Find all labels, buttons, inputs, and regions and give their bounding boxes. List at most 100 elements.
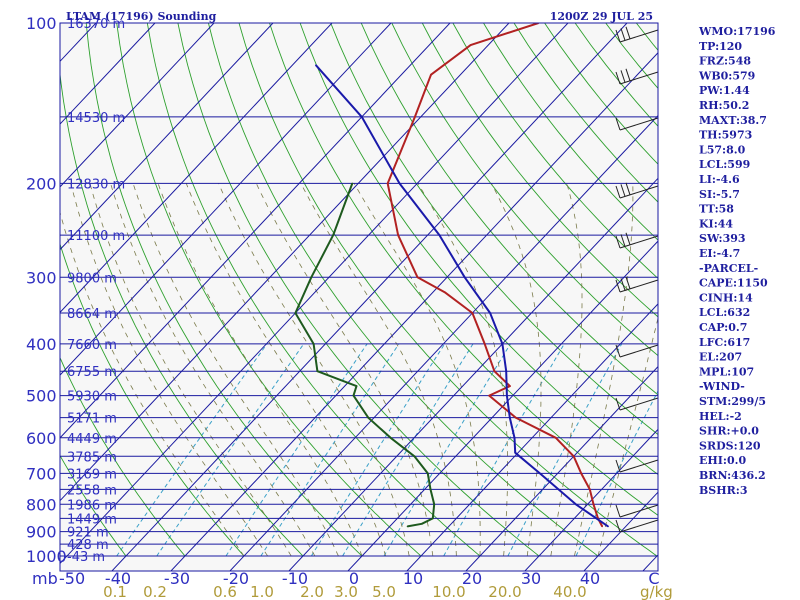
temperature-point: [414, 116, 416, 118]
stat-line: KI:44: [699, 217, 733, 230]
stat-line: L57:8.0: [699, 143, 746, 156]
temperature-tick-label: 0: [349, 569, 359, 588]
height-label: 8664 m: [67, 307, 117, 322]
stat-line: SHR:+0.0: [699, 425, 759, 438]
stat-line: PW:1.44: [699, 84, 750, 97]
dewpoint-point: [427, 472, 429, 475]
parcel-point: [463, 276, 466, 279]
parcel-point: [513, 437, 516, 439]
moist-adiabat-28: [491, 183, 542, 557]
height-label: 2558 m: [67, 483, 117, 498]
wind-barb: [615, 519, 659, 533]
dewpoint-point: [310, 276, 313, 279]
stat-line: SI:-5.7: [699, 188, 740, 201]
temperature-tick-label: -50: [59, 569, 85, 588]
stat-line: LFC:617: [699, 336, 750, 349]
height-label: 5171 m: [67, 412, 117, 427]
temperature-point: [589, 488, 591, 491]
height-label: 4449 m: [67, 432, 117, 447]
mixing-ratio-label: 0.1: [103, 583, 127, 600]
moist-adiabat-8: [218, 183, 410, 557]
dewpoint-point: [429, 488, 432, 491]
stat-line: WB0:579: [698, 69, 755, 82]
stat-line: LCL:632: [699, 306, 750, 319]
temperature-point: [443, 291, 446, 294]
stat-line: HEL:-2: [699, 410, 742, 423]
stat-line: CAP:0.7: [699, 321, 747, 334]
height-label: 3169 m: [67, 467, 117, 482]
stat-line: -PARCEL-: [699, 262, 758, 275]
mixing-ratio-label: 40.0: [553, 583, 586, 600]
isotherm--40: [111, 23, 628, 571]
wind-barb: [615, 182, 659, 199]
parcel-point: [539, 472, 541, 475]
temperature-tick-label: -10: [282, 569, 308, 588]
parcel-point: [489, 312, 491, 314]
stat-line: BSHR:3: [699, 484, 748, 497]
height-label: 1986 m: [67, 498, 117, 513]
temperature-tick-label: 30: [521, 569, 541, 588]
height-label: 1449 m: [67, 512, 117, 527]
pressure-tick-label: 700: [26, 464, 57, 483]
stat-line: EL:207: [699, 351, 742, 364]
wind-barb: [615, 26, 659, 43]
temperature-point: [397, 234, 399, 236]
parcel-point: [514, 451, 516, 454]
height-label: 3785 m: [67, 450, 117, 465]
height-label: 9800 m: [67, 271, 117, 286]
isotherm--10: [288, 177, 658, 571]
temperature-point: [483, 343, 486, 345]
height-label: 14530 m: [67, 111, 125, 126]
mixing-ratio-label: 10.0: [432, 583, 465, 600]
temperature-point: [601, 525, 603, 528]
mixing-ratio-label: 20.0: [488, 583, 521, 600]
pressure-tick-label: 800: [26, 495, 57, 514]
pressure-tick-label: 900: [26, 523, 57, 542]
dewpoint-point: [312, 343, 315, 345]
sounding-time: 1200Z 29 JUL 25: [550, 10, 653, 23]
temperature-point: [514, 416, 517, 419]
temperature-point: [592, 503, 595, 506]
pressure-tick-label: 500: [26, 387, 57, 406]
stat-line: LCL:599: [699, 158, 750, 171]
isotherm--150: [0, 0, 28, 600]
pressure-tick-label: 1000: [26, 547, 67, 566]
temperature-point: [416, 276, 419, 279]
height-label: 921 m: [67, 526, 109, 541]
stat-line: EHI:0.0: [699, 454, 746, 467]
isotherm-20: [465, 365, 658, 571]
parcel-point: [505, 370, 508, 373]
isotherm-10: [406, 303, 658, 571]
height-label: -43 m: [67, 550, 105, 565]
stat-line: SW:393: [699, 232, 746, 245]
wind-barb: [615, 68, 659, 85]
isotherm--20: [229, 114, 658, 571]
parcel-point: [607, 525, 609, 528]
stat-line: MPL:107: [699, 365, 754, 378]
stat-line: LI:-4.6: [699, 173, 740, 186]
pressure-tick-label: 400: [26, 335, 57, 354]
dewpoint-point: [421, 523, 423, 525]
dewpoint-point: [352, 394, 355, 397]
stat-line: CAPE:1150: [699, 277, 768, 290]
mixing-ratio-label: 5.0: [372, 583, 396, 600]
parcel-point: [575, 503, 577, 506]
temperature-tick-label: -40: [105, 569, 131, 588]
dewpoint-point: [406, 525, 409, 528]
mixing-ratio-label: 0.2: [143, 583, 167, 600]
temperature-tick-label: 20: [462, 569, 482, 588]
axis-labels: 16370 m 14530 m 12830 m 11100 m 9800 m 8664 m…: [26, 14, 673, 600]
stat-line: EI:-4.7: [699, 247, 740, 260]
moist-adiabat-24: [417, 183, 508, 557]
isotherm--50: [60, 23, 569, 565]
temperature-point: [469, 44, 472, 46]
mixing-ratio-label: 1.0: [250, 583, 274, 600]
wind-barb: [615, 117, 659, 131]
mixing-ratio-label: 2.0: [300, 583, 324, 600]
temperature-tick-label: 10: [403, 569, 423, 588]
isotherm--60: [60, 23, 510, 502]
parcel-point: [509, 416, 511, 419]
temperature-tick-label: C: [648, 569, 659, 588]
